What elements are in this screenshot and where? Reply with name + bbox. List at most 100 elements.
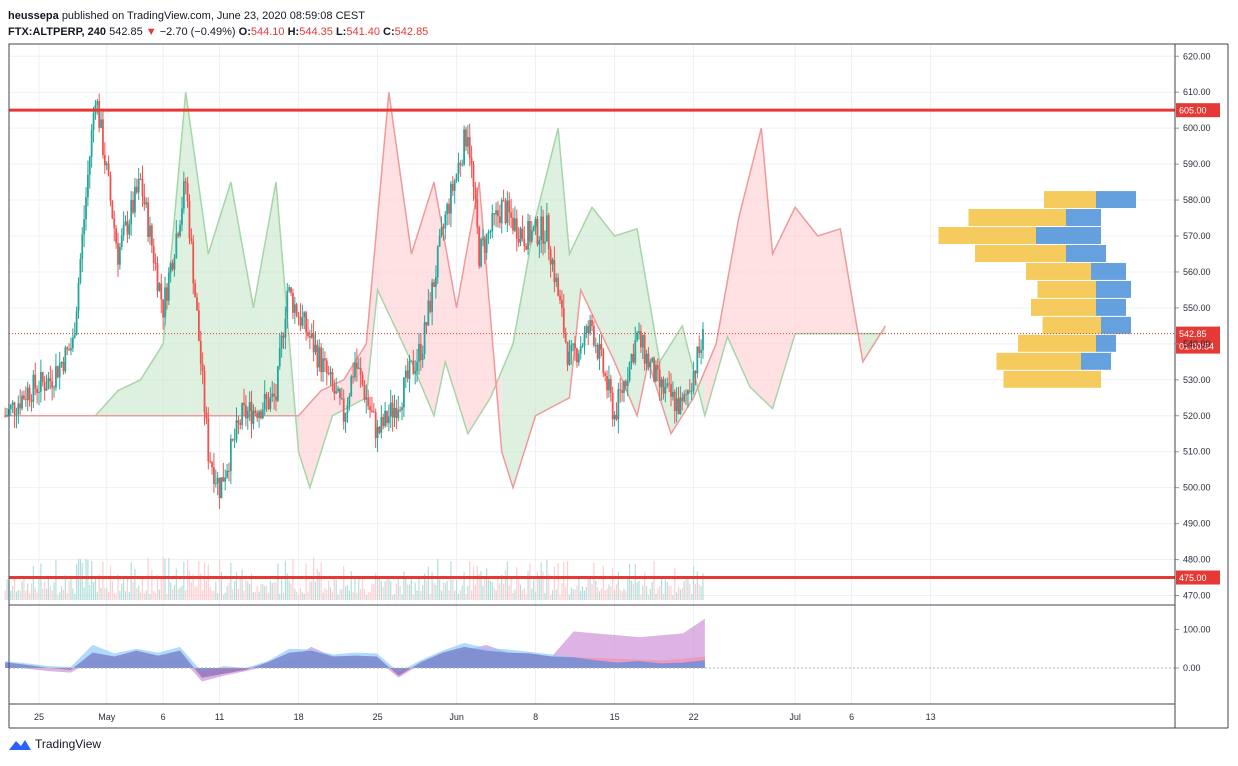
candle-body — [346, 405, 349, 414]
volume-bar — [585, 587, 587, 600]
volume-bar — [365, 594, 367, 600]
candle-body — [357, 367, 360, 369]
candle-body — [126, 221, 129, 235]
candle-body — [290, 287, 292, 294]
candle-body — [339, 388, 341, 399]
candle-body — [205, 412, 208, 419]
candle-body — [55, 366, 57, 388]
candle-body — [664, 386, 667, 394]
candle-body — [536, 218, 539, 245]
volume-profile-buy — [1044, 191, 1096, 209]
volume-bar — [670, 585, 672, 600]
volume-bar — [245, 580, 247, 600]
candle-body — [188, 201, 191, 239]
x-tick-label: Jul — [789, 712, 801, 722]
candle-body — [466, 137, 469, 147]
candle-body — [301, 317, 304, 326]
author-name[interactable]: heussepa — [8, 10, 59, 22]
candle-body — [271, 393, 274, 397]
volume-bar — [467, 585, 469, 600]
candle-body — [229, 438, 232, 472]
volume-bar — [536, 571, 539, 600]
candle-body — [237, 420, 240, 423]
volume-bar — [408, 584, 411, 600]
volume-bar — [324, 587, 326, 600]
volume-bar — [361, 579, 364, 600]
symbol-label[interactable]: FTX:ALTPERP, 240 — [8, 26, 107, 38]
candle-body — [299, 316, 302, 326]
candle-body — [85, 197, 87, 220]
volume-bar — [454, 590, 456, 600]
time-axis[interactable]: 25 May 6 11 18 25 Jun 8 15 22 Jul 6 13 — [34, 712, 936, 722]
volume-bar — [60, 586, 63, 600]
candle-body — [397, 409, 400, 419]
candle-body — [690, 390, 693, 392]
volume-bar — [299, 587, 302, 600]
candle-body — [598, 344, 601, 359]
volume-bar — [326, 589, 328, 600]
volume-bar — [600, 588, 603, 600]
candle-body — [596, 345, 599, 359]
volume-bar — [181, 585, 183, 600]
volume-bar — [188, 570, 191, 600]
candle-body — [434, 276, 437, 287]
volume-bar — [329, 587, 332, 600]
candle-body — [265, 393, 268, 399]
candle-body — [478, 227, 481, 267]
price-axis[interactable]: 620.00 610.00 600.00 590.00 580.00 570.00 560.… — [1175, 51, 1211, 601]
volume-bar — [339, 589, 341, 600]
horizontal-levels[interactable]: 605.00 475.00 542.85 01:00:54 — [9, 103, 1220, 585]
candle-body — [453, 180, 456, 191]
candle-body — [135, 186, 138, 193]
volume-bar — [570, 588, 572, 600]
volume-bar — [634, 564, 636, 600]
volume-bar — [691, 594, 693, 600]
candle-body — [173, 257, 176, 270]
volume-bar — [335, 580, 337, 600]
candle-body — [600, 344, 603, 350]
volume-bar — [651, 581, 653, 600]
cloud-segment — [479, 182, 491, 416]
cloud-segment — [106, 390, 118, 416]
volume-bar — [123, 577, 125, 600]
cloud-segment — [840, 228, 852, 334]
volume-bar — [683, 581, 685, 600]
y-tick-label: 590.00 — [1183, 159, 1211, 169]
candle-body — [651, 357, 654, 363]
candle-body — [158, 283, 161, 291]
volume-bar — [572, 589, 574, 600]
tradingview-logo[interactable]: TradingView — [9, 737, 101, 751]
candle-body — [692, 371, 695, 391]
candle-body — [410, 360, 413, 362]
candle-body — [393, 407, 396, 418]
cloud-segment — [592, 207, 604, 338]
candle-body — [4, 415, 7, 417]
volume-bar — [681, 587, 683, 600]
volume-bar — [243, 591, 245, 600]
candle-body — [214, 483, 217, 485]
volume-bar — [581, 586, 584, 600]
volume-bar — [74, 593, 76, 600]
volume-bar — [356, 592, 358, 600]
volume-bar — [508, 585, 510, 600]
volume-bar — [309, 581, 311, 600]
volume-bar — [21, 581, 23, 600]
cloud-segment — [118, 385, 130, 416]
volume-bar — [23, 578, 25, 600]
x-tick-label: 11 — [215, 712, 224, 722]
candle-body — [532, 226, 535, 231]
volume-bar — [403, 571, 405, 600]
candle-body — [145, 202, 148, 205]
volume-bar — [429, 593, 431, 600]
candle-body — [73, 335, 76, 338]
candle-body — [495, 210, 497, 215]
volume-bar — [42, 588, 44, 600]
x-tick-label: 25 — [373, 712, 383, 722]
candle-body — [617, 389, 620, 420]
volume-profile-buy — [968, 209, 1066, 227]
candle-body — [702, 329, 704, 351]
candle-body — [401, 407, 403, 411]
candle-body — [307, 332, 309, 336]
candle-body — [683, 394, 686, 402]
